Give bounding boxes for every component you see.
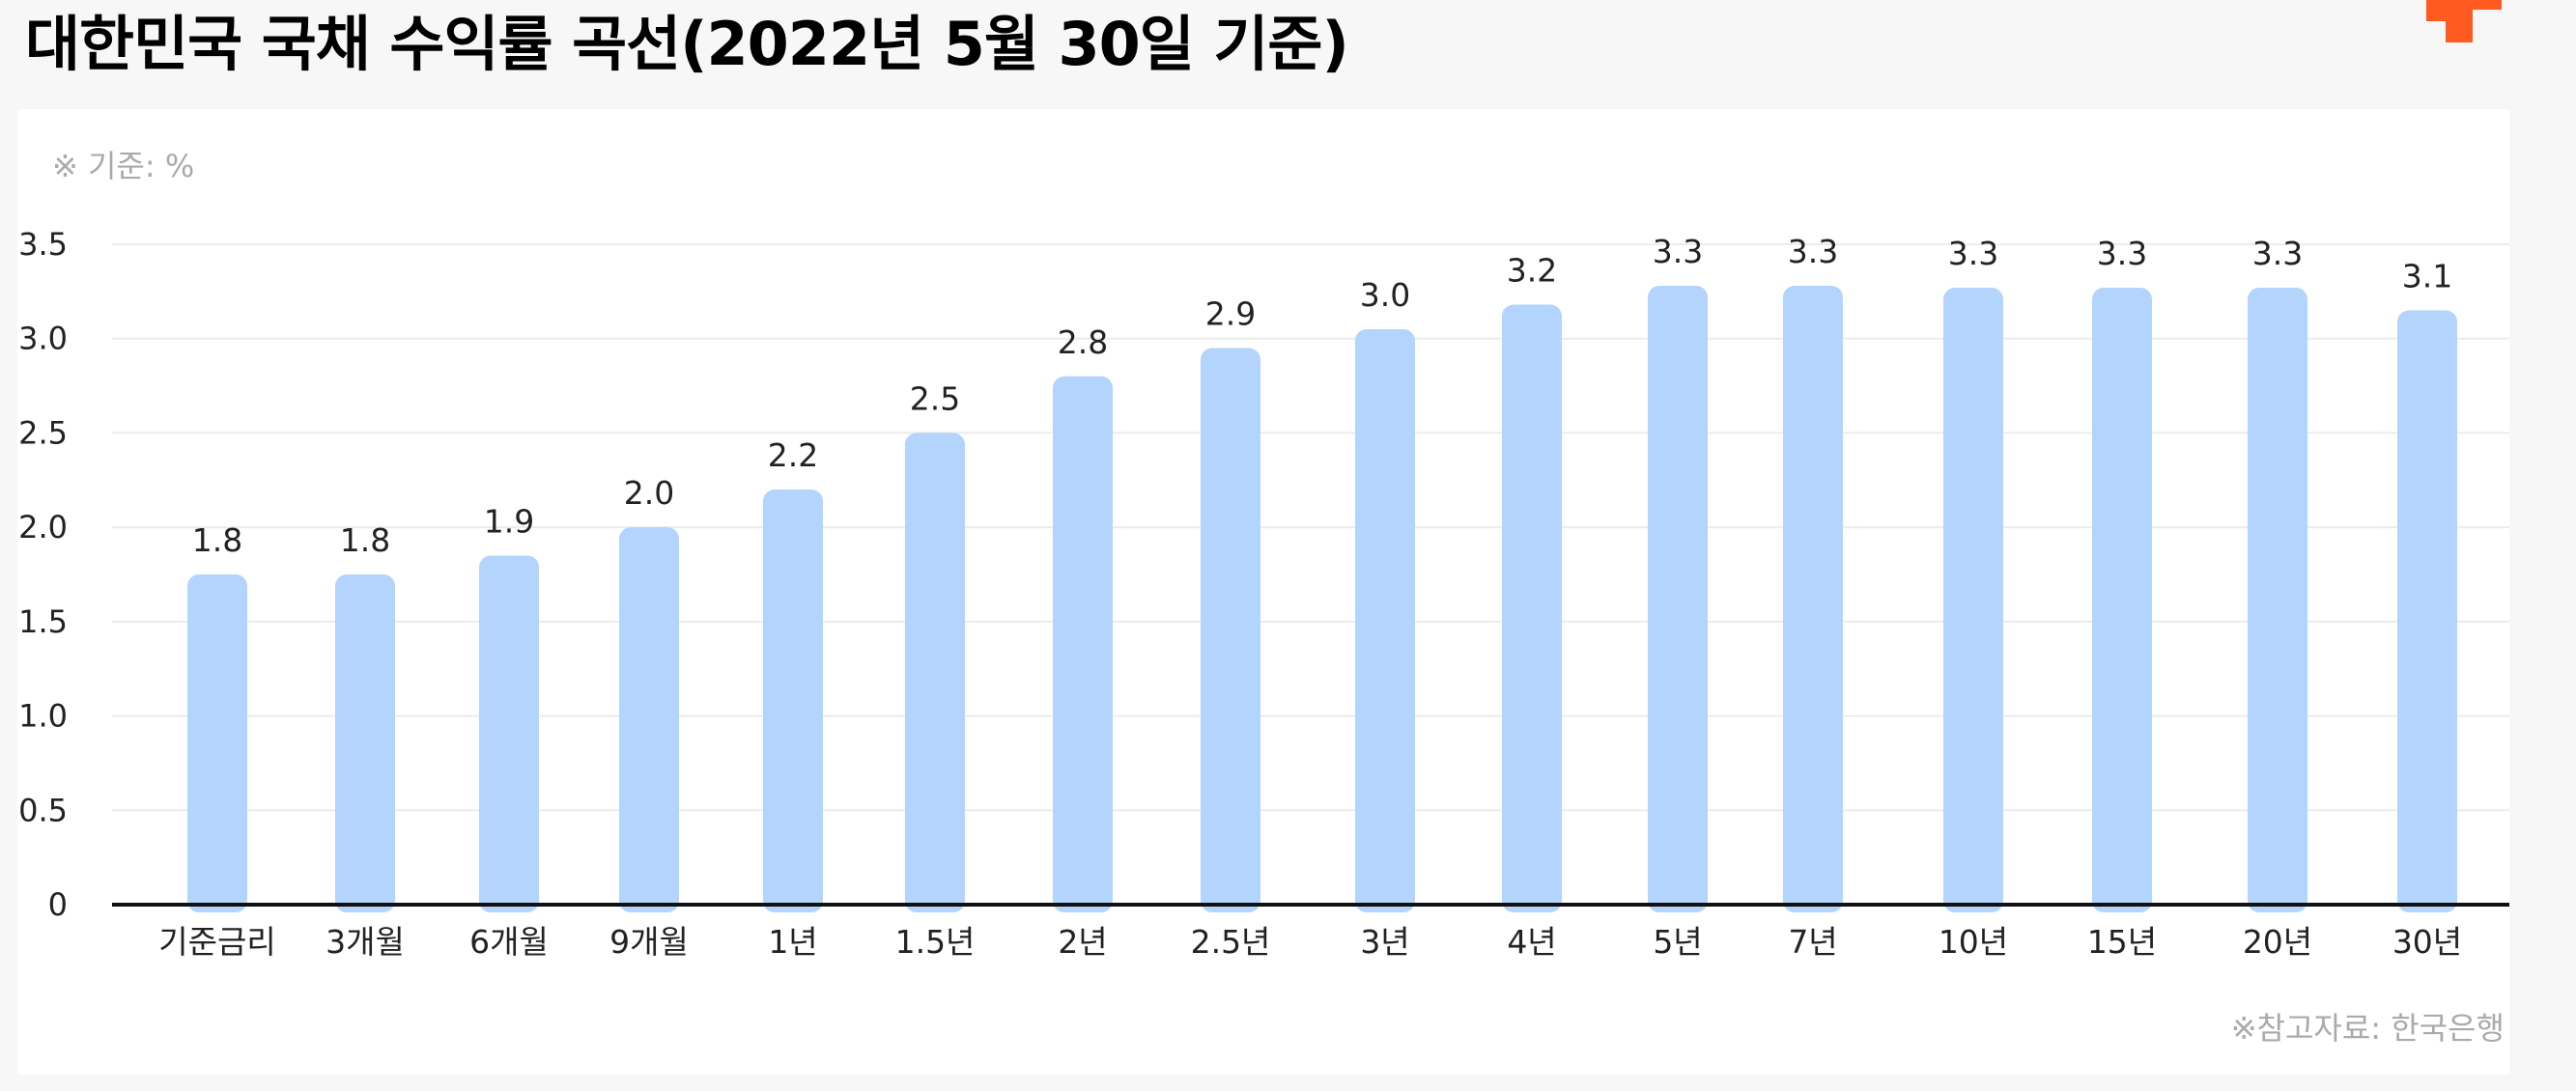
data-label: 1.8 [192,521,242,559]
y-tick-label: 1.5 [18,603,68,640]
data-label: 3.3 [1653,233,1703,270]
data-label: 2.8 [1058,323,1108,361]
x-category-label: 9개월 [609,923,689,961]
y-tick-label: 0 [48,886,68,923]
x-category-label: 1년 [768,923,817,961]
x-category-label: 30년 [2392,923,2462,961]
data-label: 3.3 [2097,235,2147,272]
x-category-label: 3개월 [326,923,405,961]
x-category-label: 3년 [1360,923,1409,961]
data-label: 2.0 [624,474,674,512]
data-label: 2.9 [1205,294,1256,332]
x-category-label: 10년 [1939,923,2008,961]
bar [905,433,965,912]
bar [763,490,823,912]
bar [1783,285,1843,913]
x-category-label: 2년 [1058,923,1107,961]
bar [1355,328,1415,912]
data-label: 2.2 [768,436,818,474]
bar-chart: ※ 기준: % 0 0.5 1.0 1.5 2.0 2.5 3.0 3.5 기준금리 3개월 6개… [18,148,2509,1047]
brand-logo-icon [2426,0,2502,42]
bar [1053,376,1113,912]
bar [1648,285,1708,913]
data-label: 2.5 [910,379,960,417]
bar [1502,304,1562,913]
x-axis-categories: 기준금리 3개월 6개월 9개월 1년 1.5년 2년 2.5년 3년 4년 5년 7년 10년 15년 2… [158,923,2462,961]
x-category-label: 기준금리 [158,923,275,961]
data-label: 1.9 [484,502,534,540]
x-category-label: 5년 [1653,923,1702,961]
x-category-label: 20년 [2243,923,2312,961]
y-tick-label: 2.5 [18,414,68,451]
x-category-label: 2.5년 [1191,923,1271,961]
y-tick-label: 3.0 [18,321,68,357]
bar [619,527,679,912]
x-category-label: 6개월 [469,923,549,961]
data-label: 3.3 [1788,233,1838,270]
y-tick-label: 2.0 [18,509,68,546]
bar [2397,310,2457,912]
bar [2092,287,2152,912]
x-category-label: 7년 [1788,923,1837,961]
data-labels: 1.8 1.8 1.9 2.0 2.2 2.5 2.8 2.9 3.0 3.2 3.3 3.3 3.3 3… [192,233,2452,559]
x-category-label: 1.5년 [895,923,976,961]
data-label: 3.1 [2402,257,2452,294]
data-label: 3.3 [2252,235,2303,272]
bar [2248,287,2307,912]
bars [187,285,2457,913]
data-label: 3.2 [1507,252,1557,290]
unit-note: ※ 기준: % [52,148,194,184]
bar [1201,348,1260,912]
data-label: 3.3 [1948,235,1998,272]
x-category-label: 4년 [1507,923,1556,961]
bar [335,574,395,912]
x-category-label: 15년 [2087,923,2157,961]
page-title: 대한민국 국채 수익률 곡선(2022년 5월 30일 기준) [25,9,1349,79]
y-axis-ticks: 0 0.5 1.0 1.5 2.0 2.5 3.0 3.5 [18,226,68,923]
data-label: 3.0 [1360,276,1410,314]
bar [187,574,247,912]
bar [1943,287,2003,912]
y-tick-label: 0.5 [18,792,68,828]
y-tick-label: 1.0 [18,698,68,735]
chart-card: ※ 기준: % 0 0.5 1.0 1.5 2.0 2.5 3.0 3.5 기준금리 3개월 6개… [17,109,2509,1075]
bar [479,555,539,912]
y-tick-label: 3.5 [18,226,68,263]
source-note: ※참고자료: 한국은행 [2231,1010,2505,1047]
data-label: 1.8 [340,521,390,559]
